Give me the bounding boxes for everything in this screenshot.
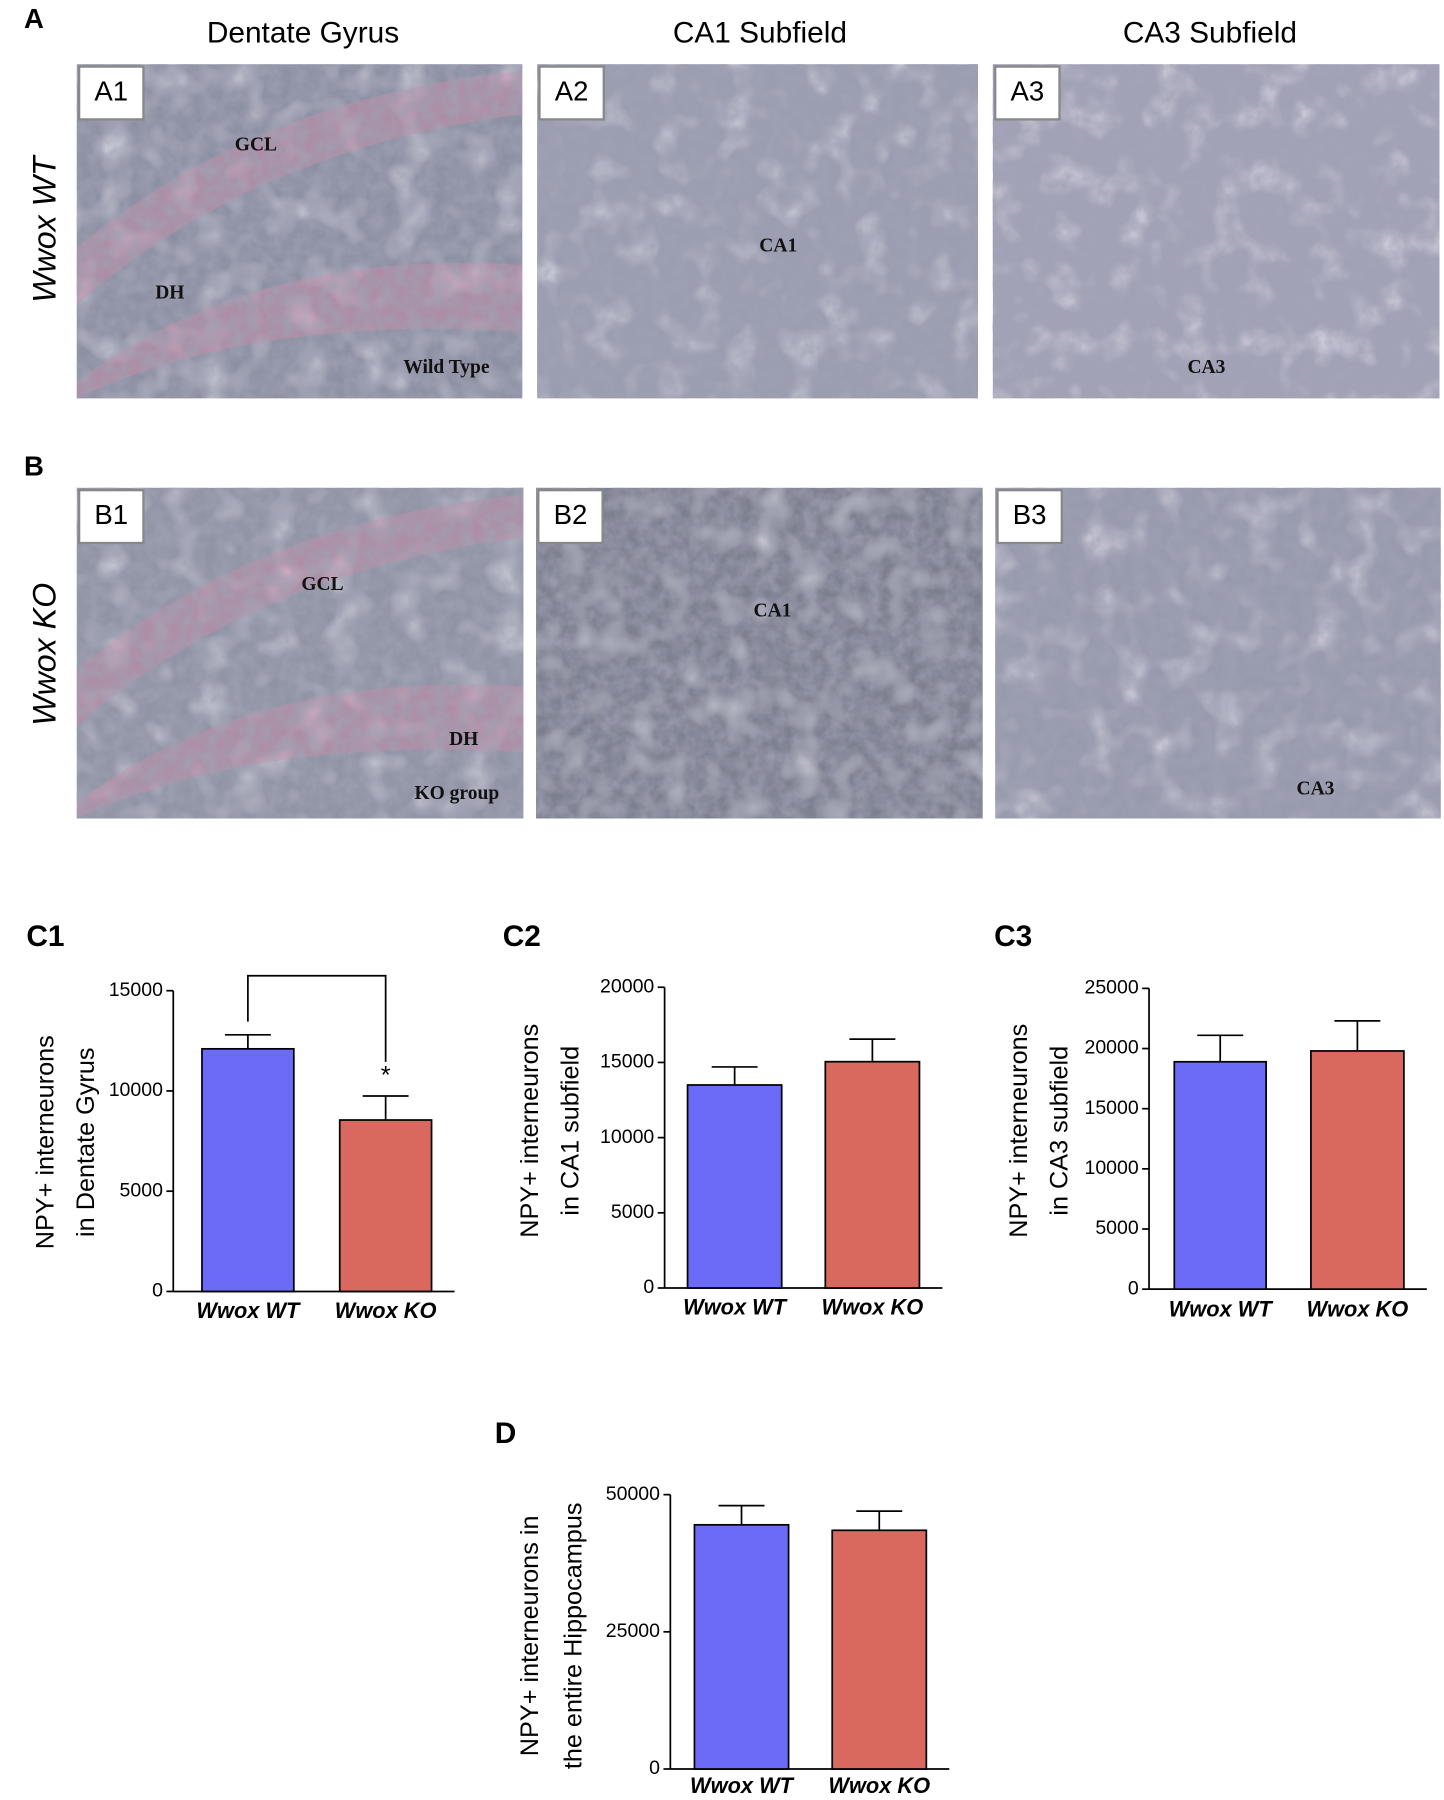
annotation: DH	[155, 282, 184, 303]
y-tick-label: 25000	[606, 1620, 660, 1642]
micrograph: B3 CA3	[995, 487, 1441, 819]
y-axis-label: NPY+ interneurons	[32, 1035, 60, 1249]
y-tick-label: 50000	[606, 1483, 660, 1505]
bar	[201, 1047, 295, 1293]
micrograph: A2 CA1	[537, 64, 978, 399]
panel-label: C1	[26, 920, 64, 953]
micrograph-texture	[992, 64, 1440, 399]
label-box	[77, 65, 145, 121]
y-axis-label: in Dentate Gyrus	[72, 1047, 100, 1236]
y-axis-label: NPY+ interneurons	[1005, 1024, 1033, 1238]
micrograph: A1 GCL DH Wild Type	[76, 64, 523, 399]
panel-label: C2	[503, 920, 541, 953]
y-tick-label: 20000	[1084, 1037, 1138, 1059]
y-tick-label: 5000	[611, 1201, 655, 1223]
y-tick-label: 15000	[1084, 1097, 1138, 1119]
y-tick-label: 10000	[600, 1126, 654, 1148]
x-tick-label: Wwox WT	[196, 1298, 301, 1323]
section-label: B	[24, 451, 44, 482]
micrograph-texture	[537, 64, 978, 399]
bar	[338, 1119, 433, 1293]
micrograph-label: B1	[94, 499, 128, 530]
x-tick-label: Wwox KO	[335, 1298, 437, 1323]
annotation: GCL	[235, 134, 277, 155]
bar	[1173, 1060, 1267, 1291]
y-tick-label: 25000	[1084, 977, 1138, 999]
label-box	[538, 65, 605, 121]
bar	[1310, 1050, 1405, 1291]
micrograph: B1 GCL DH KO group	[76, 487, 524, 819]
micrograph-label: A3	[1011, 75, 1045, 106]
micrograph-label: A2	[555, 75, 589, 106]
significance-mark: *	[381, 1061, 391, 1089]
annotation: Wild Type	[403, 357, 490, 378]
bar	[686, 1084, 783, 1289]
x-tick-label: Wwox WT	[690, 1773, 795, 1798]
x-tick-label: Wwox KO	[822, 1294, 924, 1319]
micrograph: A3 CA3	[992, 64, 1440, 399]
panel-label: D	[495, 1417, 517, 1450]
x-tick-label: Wwox KO	[1307, 1297, 1409, 1322]
annotation: DH	[449, 729, 478, 750]
annotation: CA3	[1187, 357, 1225, 378]
bar	[693, 1523, 790, 1770]
y-axis-label: the entire Hippocampus	[560, 1502, 588, 1769]
column-header: CA3 Subfield	[1123, 16, 1297, 49]
y-tick-label: 0	[649, 1757, 660, 1779]
section-label: A	[24, 3, 44, 34]
annotation: CA1	[759, 235, 797, 256]
micrograph-texture	[536, 487, 983, 819]
annotation: KO group	[414, 783, 499, 804]
y-tick-label: 10000	[1084, 1157, 1138, 1179]
micrograph-texture	[76, 487, 524, 819]
row-label: Wwox KO	[26, 583, 62, 726]
annotation: CA1	[754, 600, 792, 621]
row-label: Wwox WT	[26, 154, 62, 303]
bar	[831, 1529, 928, 1770]
micrograph-texture	[995, 487, 1441, 819]
y-axis-label: NPY+ interneurons in	[516, 1515, 544, 1756]
x-tick-label: Wwox KO	[828, 1773, 930, 1798]
label-box	[537, 489, 604, 545]
label-box	[77, 489, 145, 545]
y-axis-label: in CA1 subfield	[556, 1046, 584, 1216]
y-tick-label: 15000	[109, 979, 163, 1001]
x-tick-label: Wwox WT	[683, 1294, 788, 1319]
x-tick-label: Wwox WT	[1169, 1297, 1274, 1322]
y-axis-label: in CA3 subfield	[1045, 1046, 1073, 1216]
y-tick-label: 0	[152, 1280, 163, 1302]
annotation: CA3	[1297, 778, 1335, 799]
y-tick-label: 15000	[600, 1051, 654, 1073]
annotation: GCL	[301, 574, 343, 595]
panel-label: C3	[994, 920, 1032, 953]
label-box	[994, 65, 1061, 121]
column-header: Dentate Gyrus	[207, 16, 399, 49]
y-axis-label: NPY+ interneurons	[516, 1024, 544, 1238]
y-tick-label: 10000	[109, 1079, 163, 1101]
label-box	[996, 489, 1063, 545]
column-header: CA1 Subfield	[673, 16, 847, 49]
y-tick-label: 5000	[120, 1179, 164, 1201]
significance-bracket	[247, 974, 387, 1062]
y-tick-label: 0	[643, 1276, 654, 1298]
micrograph-label: B3	[1013, 499, 1047, 530]
y-tick-label: 20000	[600, 975, 654, 997]
bar	[824, 1060, 921, 1289]
micrograph-texture	[76, 64, 523, 399]
y-tick-label: 5000	[1095, 1217, 1139, 1239]
micrograph-label: A1	[94, 75, 128, 106]
micrograph-label: B2	[554, 499, 588, 530]
y-tick-label: 0	[1128, 1277, 1139, 1299]
micrograph: B2 CA1	[536, 487, 983, 819]
